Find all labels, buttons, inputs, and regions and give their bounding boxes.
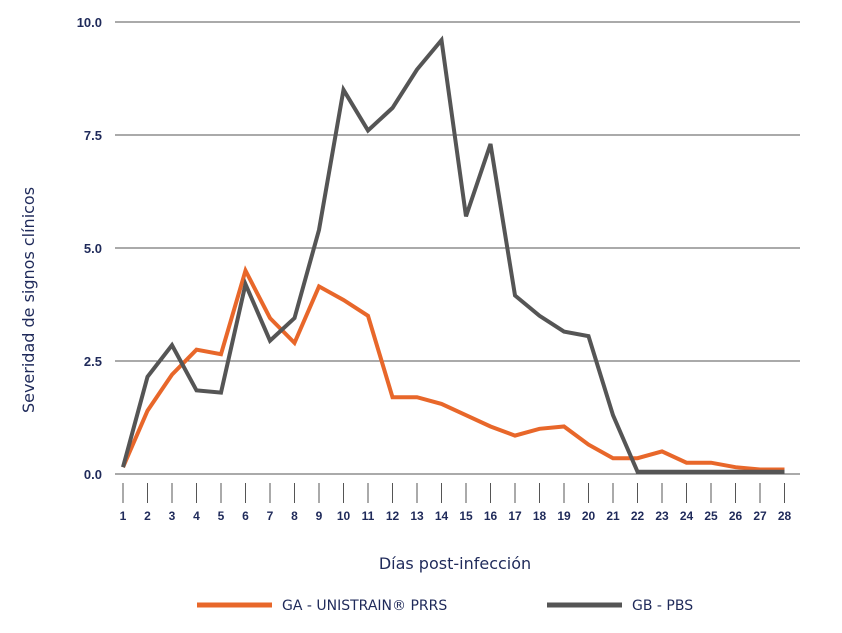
x-tick-labels: 1 2 3 4 5 6 7 8 9 10 11 12 13 14 15 16 17 18 19 20 21 22 23 24 2… (120, 483, 792, 523)
x-tick-label: 17 (508, 509, 522, 523)
x-tick-label: 20 (582, 509, 596, 523)
x-tick-label: 6 (242, 509, 249, 523)
x-tick-label: 7 (267, 509, 274, 523)
x-tick-label: 24 (680, 509, 694, 523)
x-tick-label: 9 (316, 509, 323, 523)
x-tick-label: 5 (218, 509, 225, 523)
series-line-1 (121, 265, 785, 472)
x-tick-label: 16 (484, 509, 498, 523)
x-tick-label: 15 (459, 509, 473, 523)
x-tick-label: 27 (753, 509, 767, 523)
x-tick-label: 12 (386, 509, 400, 523)
x-tick-label: 21 (606, 509, 620, 523)
x-tick-label: 4 (193, 509, 200, 523)
x-tick-label: 13 (410, 509, 424, 523)
x-tick-label: 14 (435, 509, 449, 523)
x-tick-label: 18 (533, 509, 547, 523)
y-tick-label: 0.0 (84, 467, 102, 482)
grid-layer (115, 21, 800, 475)
legend-label-2: GB - PBS (632, 598, 693, 614)
y-tick-label: 2.5 (84, 354, 102, 369)
y-tick-label: 7.5 (84, 128, 102, 143)
y-tick-label: 5.0 (84, 241, 102, 256)
legend-label-1: GA - UNISTRAIN® PRRS (282, 598, 447, 614)
y-axis-label: Severidad de signos clínicos (19, 187, 38, 413)
x-tick-label: 11 (362, 509, 375, 523)
x-tick-label: 25 (704, 509, 718, 523)
x-tick-label: 1 (120, 509, 127, 523)
x-tick-label: 3 (169, 509, 176, 523)
y-tick-label: 10.0 (77, 15, 102, 30)
x-tick-label: 10 (337, 509, 351, 523)
x-tick-label: 22 (631, 509, 645, 523)
y-tick-labels: 0.0 2.5 5.0 7.5 10.0 (77, 15, 102, 482)
x-tick-label: 28 (778, 509, 792, 523)
x-tick-label: 23 (655, 509, 669, 523)
series-line-2 (121, 35, 785, 474)
x-axis-label: Días post-infección (379, 554, 531, 573)
x-tick-label: 26 (729, 509, 743, 523)
x-tick-label: 19 (557, 509, 571, 523)
x-tick-label: 8 (291, 509, 298, 523)
legend: GA - UNISTRAIN® PRRS GB - PBS (197, 598, 693, 614)
series-layer (121, 35, 785, 474)
x-tick-label: 2 (144, 509, 151, 523)
